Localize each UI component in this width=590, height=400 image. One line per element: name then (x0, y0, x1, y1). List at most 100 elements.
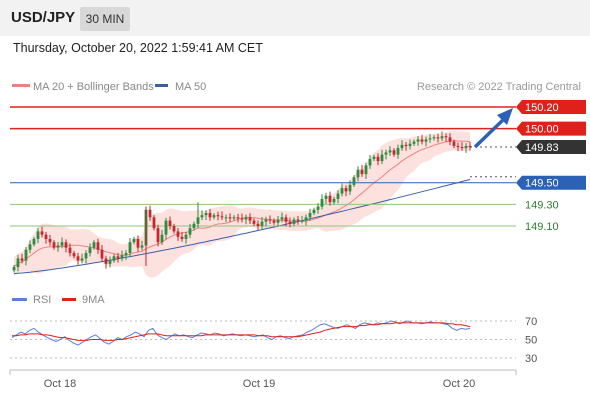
candle-body (304, 217, 308, 221)
candle-body (24, 249, 28, 261)
candle-body (352, 177, 356, 185)
candle-body (300, 220, 304, 222)
candle-body (320, 198, 324, 207)
candle-body (272, 220, 276, 223)
candle-body (120, 255, 124, 259)
candle-body (64, 242, 68, 248)
candle-body (340, 188, 344, 194)
candle-body (180, 236, 184, 239)
candle-body (200, 215, 204, 218)
candle-body (284, 217, 288, 222)
candle-body (68, 247, 72, 254)
candle-body (16, 258, 20, 268)
level-tag-149.50 (516, 175, 586, 190)
candle-body (360, 169, 364, 175)
candle-body (248, 217, 252, 221)
candle-body (324, 195, 328, 199)
candle-body (132, 238, 136, 243)
candle-body (432, 137, 436, 139)
candle-body (32, 238, 36, 245)
candle-body (416, 139, 420, 142)
candle-body (308, 213, 312, 218)
candle-body (100, 249, 104, 259)
candle-body (168, 220, 172, 226)
candle-body (292, 219, 296, 224)
ma50-legend-label: MA 50 (175, 81, 206, 93)
datetime-label: Thursday, October 20, 2022 1:59:41 AM CE… (13, 41, 263, 55)
forecast-arrow (473, 108, 513, 149)
candle-body (344, 188, 348, 192)
level-tag-150.20 (516, 100, 586, 114)
candle-body (260, 221, 264, 226)
rsi-ma-legend-swatch (62, 298, 76, 301)
candle-body (400, 144, 404, 149)
candle-body (224, 217, 228, 219)
x-tick-label: Oct 20 (443, 378, 475, 390)
level-tag-149.83 (516, 140, 586, 155)
rsi-legend: RSI 9MA (12, 294, 105, 306)
candle-body (108, 260, 112, 264)
candle-body (420, 139, 424, 142)
candle-body (40, 231, 44, 235)
candle-body (204, 213, 208, 216)
candle-body (44, 234, 48, 239)
candle-body (164, 220, 168, 235)
x-tick-label: Oct 19 (243, 378, 275, 390)
candle-body (28, 244, 32, 250)
candle-body (220, 216, 224, 218)
candle-body (104, 258, 108, 264)
legend: MA 20 + Bollinger Bands MA 50 (12, 81, 206, 93)
candle-body (336, 193, 340, 199)
candle-body (228, 217, 232, 219)
candle-body (276, 219, 280, 223)
candle-body (452, 141, 456, 146)
symbol-title: USD/JPY (11, 9, 76, 26)
rsi-tick-70: 70 (525, 316, 537, 328)
candle-body (388, 150, 392, 153)
candle-body (208, 213, 212, 218)
level-label-149.83: 149.83 (525, 142, 559, 154)
candle-body (116, 256, 120, 259)
candle-body (156, 228, 160, 243)
candle-body (20, 258, 24, 261)
candlesticks (12, 131, 472, 273)
candle-body (372, 156, 376, 159)
candle-body (172, 226, 176, 232)
level-label-149.30: 149.30 (525, 199, 559, 211)
candle-body (84, 253, 88, 259)
rsi-panel: 70 50 30 (10, 316, 537, 365)
candle-body (288, 221, 292, 224)
candle-body (356, 169, 360, 178)
candle-body (436, 137, 440, 139)
level-label-150.20: 150.20 (525, 102, 559, 114)
candle-body (216, 215, 220, 217)
candle-body (456, 145, 460, 148)
x-tick-label: Oct 18 (44, 378, 76, 390)
candle-body (396, 148, 400, 155)
ma50-legend-swatch (155, 84, 168, 87)
candle-body (380, 154, 384, 162)
candle-body (384, 152, 388, 155)
candle-body (48, 238, 52, 243)
candle-body (136, 238, 140, 248)
candle-body (296, 219, 300, 221)
candle-body (236, 217, 240, 219)
candle-body (448, 137, 452, 142)
rsi-ma-legend-label: 9MA (82, 294, 105, 306)
candle-body (52, 242, 56, 248)
candle-body (264, 219, 268, 222)
x-axis: Oct 18 Oct 19 Oct 20 (9, 369, 517, 390)
ma20-legend-swatch (12, 84, 30, 87)
rsi-legend-swatch (12, 298, 27, 301)
candle-body (332, 198, 336, 203)
rsi-legend-label: RSI (33, 294, 51, 306)
candle-body (408, 143, 412, 146)
candle-body (72, 253, 76, 257)
level-label-149.10: 149.10 (525, 221, 559, 233)
timeframe-badge[interactable]: 30 MIN (80, 7, 130, 31)
candle-body (188, 228, 192, 235)
ma20-legend-label: MA 20 + Bollinger Bands (33, 81, 154, 93)
candle-body (428, 138, 432, 140)
candle-body (412, 141, 416, 144)
candle-body (152, 217, 156, 229)
